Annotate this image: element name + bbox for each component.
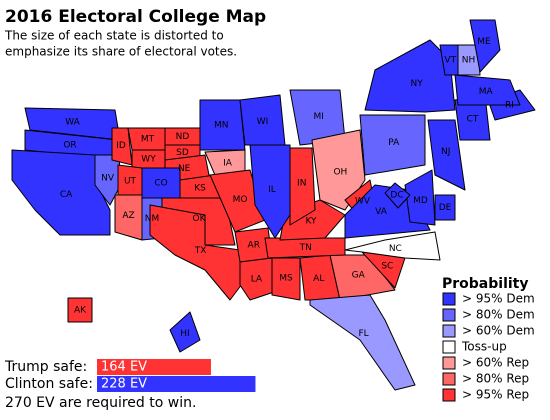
state-label: NJ xyxy=(441,147,450,157)
state-label: AZ xyxy=(122,211,134,221)
ev-value: 164 EV xyxy=(101,360,147,375)
state-label: UT xyxy=(124,176,137,186)
state-label: NM xyxy=(145,214,160,224)
state-label: TX xyxy=(194,246,207,256)
legend-title: Probability xyxy=(442,276,529,292)
state-label: VA xyxy=(375,207,388,217)
state xyxy=(454,74,521,106)
state-label: WA xyxy=(65,118,80,128)
state-label: SC xyxy=(381,262,393,272)
legend-label: > 80% Rep xyxy=(462,372,529,386)
state-label: OH xyxy=(333,168,347,178)
state-label: IL xyxy=(268,185,276,195)
state-label: IA xyxy=(223,159,233,169)
state xyxy=(239,94,286,146)
state-label: PA xyxy=(388,138,400,148)
legend-label: > 60% Rep xyxy=(462,356,529,370)
legend-label: Toss-up xyxy=(461,340,507,354)
state xyxy=(169,311,201,353)
state-label: ME xyxy=(477,37,491,47)
legend: > 95% Dem > 80% Dem > 60% Dem Toss-up > 60% … xyxy=(442,292,535,402)
state-label: IN xyxy=(297,178,306,188)
state-label: KS xyxy=(194,183,206,193)
ev-summary: Trump safe: 164 EV Clinton safe: 228 EV xyxy=(4,359,256,392)
state-label: OR xyxy=(63,141,76,151)
state-label: AR xyxy=(248,241,260,251)
legend-swatch xyxy=(442,372,456,386)
subtitle: The size of each state is distorted to xyxy=(4,29,224,43)
legend-swatch xyxy=(442,388,456,402)
state xyxy=(404,169,436,226)
state-label: MA xyxy=(479,87,494,97)
state-label: TN xyxy=(299,243,312,253)
state-label: CT xyxy=(467,114,479,124)
state-label: AL xyxy=(313,274,324,284)
state xyxy=(271,257,301,301)
state xyxy=(469,19,501,73)
state-label: NY xyxy=(411,79,424,89)
state-label: KY xyxy=(305,217,317,227)
state xyxy=(149,204,246,301)
state-label: DC xyxy=(390,190,403,200)
legend-label: > 95% Rep xyxy=(462,388,529,402)
state xyxy=(364,39,456,113)
state-label: FL xyxy=(358,329,368,339)
legend-swatch xyxy=(442,292,456,306)
state xyxy=(344,231,441,261)
legend-swatch xyxy=(442,324,456,338)
state-label: GA xyxy=(352,271,366,281)
legend-label: > 95% Dem xyxy=(462,292,535,306)
state-label: OK xyxy=(193,214,207,224)
state-label: NE xyxy=(178,164,191,174)
state-label: ID xyxy=(116,141,126,151)
state-label: CA xyxy=(60,190,73,200)
legend-swatch xyxy=(442,308,456,322)
state-label: CO xyxy=(154,179,167,189)
state-label: MO xyxy=(233,195,248,205)
state-label: NV xyxy=(101,174,115,184)
state-label: VT xyxy=(444,56,456,66)
note: 270 EV are required to win. xyxy=(5,395,196,411)
state-label: NC xyxy=(389,244,402,254)
state-label: MN xyxy=(214,121,229,131)
state xyxy=(359,114,426,176)
state-label: WV xyxy=(355,196,371,206)
state xyxy=(329,254,396,301)
state-label: MS xyxy=(279,273,293,283)
ev-label: Clinton safe: xyxy=(5,376,93,392)
state-label: MT xyxy=(141,135,155,145)
state xyxy=(309,294,416,391)
legend-swatch xyxy=(442,340,456,354)
ev-label: Trump safe: xyxy=(4,359,87,375)
state-label: SD xyxy=(176,148,189,158)
state-label: AK xyxy=(74,306,87,316)
state xyxy=(67,297,93,323)
legend-label: > 80% Dem xyxy=(462,308,535,322)
legend-swatch xyxy=(442,356,456,370)
state xyxy=(457,44,481,76)
state xyxy=(427,119,466,191)
ev-value: 228 EV xyxy=(101,377,147,392)
state-label: DE xyxy=(439,203,452,213)
state xyxy=(384,182,411,209)
state-label: ND xyxy=(176,132,190,142)
state-label: WY xyxy=(141,155,156,165)
state-label: MD xyxy=(413,196,428,206)
state xyxy=(239,257,281,301)
legend-label: > 60% Dem xyxy=(462,324,535,338)
state-label: RI xyxy=(505,101,514,111)
subtitle: emphasize its share of electoral votes. xyxy=(5,45,237,59)
state-label: MI xyxy=(314,112,324,122)
ev-bar xyxy=(97,376,256,392)
state-label: HI xyxy=(180,329,189,339)
state-label: NH xyxy=(462,56,476,66)
state xyxy=(434,194,456,221)
title: 2016 Electoral College Map xyxy=(5,7,266,27)
ev-bar xyxy=(97,359,211,375)
state-label: WI xyxy=(257,117,269,127)
state-label: LA xyxy=(251,275,263,285)
